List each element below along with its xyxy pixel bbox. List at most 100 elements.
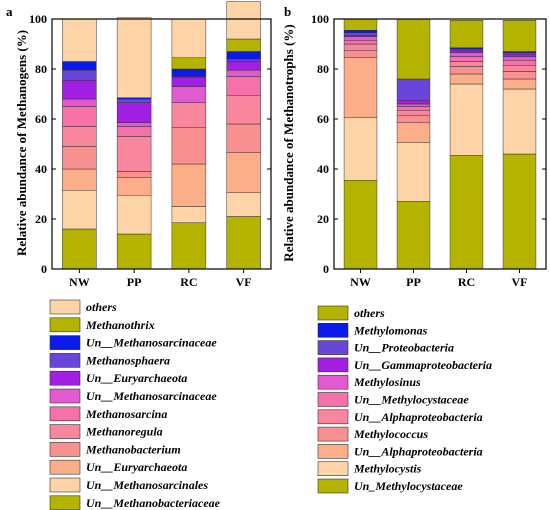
legend-label: Methylomonas xyxy=(353,323,428,337)
y-tick-label-80: 80 xyxy=(35,62,47,76)
legend-label: Un__Methanobacteriaceae xyxy=(86,496,221,510)
legend-label: Methanoregula xyxy=(85,425,163,439)
legend-label: Methanobacterium xyxy=(85,442,181,456)
legend-label: Un__Alphaproteobacteria xyxy=(354,410,483,424)
legend-label: Methylosinus xyxy=(353,375,421,389)
bar-segment-pp-4 xyxy=(116,136,152,172)
bar-segment-vf-3 xyxy=(502,71,537,80)
bar-segment-nw-2 xyxy=(62,168,97,191)
bar-segment-pp-1 xyxy=(396,142,431,202)
plot-frame xyxy=(333,18,547,270)
legend-swatch xyxy=(49,406,81,422)
bar-segment-vf-4 xyxy=(226,95,261,125)
bar-segment-vf-1 xyxy=(502,88,537,155)
y-tick-label-100: 100 xyxy=(29,12,47,26)
bar-segment-vf-2 xyxy=(226,152,261,193)
bar-segment-nw-0 xyxy=(343,180,378,270)
y-tick-label-20: 20 xyxy=(35,212,47,226)
bar-segment-pp-4 xyxy=(396,110,431,116)
legend-label: Un_Methylocystaceae xyxy=(354,479,463,493)
bar-segment-rc-2 xyxy=(171,163,207,207)
y-tick-label-60: 60 xyxy=(317,112,329,126)
bar-segment-nw-2 xyxy=(343,57,378,118)
bar-segment-vf-10 xyxy=(502,20,537,52)
legend-label: Un__Proteobacteria xyxy=(354,341,454,355)
bar-segment-nw-4 xyxy=(62,126,97,147)
bar-segment-pp-3 xyxy=(116,171,152,178)
legend-swatch xyxy=(317,357,349,373)
bar-segment-nw-0 xyxy=(62,228,97,270)
panel-a-letter: a xyxy=(6,4,13,19)
x-tick-label-pp: PP xyxy=(406,275,421,289)
legend-swatch xyxy=(317,392,349,407)
bar-segment-pp-2 xyxy=(396,122,431,143)
y-tick-label-0: 0 xyxy=(41,262,47,276)
y-tick-label-40: 40 xyxy=(317,162,329,176)
bar-segment-nw-5 xyxy=(343,40,378,45)
bar-segment-nw-3 xyxy=(62,146,97,170)
legend-swatch xyxy=(317,409,349,425)
legend-swatch xyxy=(49,424,81,439)
panel-b-ylabel: Relative abundance of Methanotrophs (%) xyxy=(281,24,296,261)
legend-label: Methanosarcina xyxy=(85,407,167,421)
legend-swatch xyxy=(49,388,81,404)
legend-label: Un__Alphaproteobacteria xyxy=(354,444,483,458)
y-tick-label-100: 100 xyxy=(311,12,329,26)
bar-segment-nw-1 xyxy=(343,117,378,181)
bar-segment-rc-0 xyxy=(171,222,207,270)
legend-swatch xyxy=(317,478,349,494)
legend-label: Methanosphaera xyxy=(85,353,170,367)
x-tick-label-pp: PP xyxy=(127,275,142,289)
bar-segment-rc-0 xyxy=(449,155,484,270)
bar-segment-vf-5 xyxy=(502,60,537,66)
x-tick-label-vf: VF xyxy=(512,275,528,289)
legend-swatch xyxy=(49,442,81,457)
bar-segment-rc-6 xyxy=(449,52,484,57)
panel-a: a Relative abundance of Methanogens (%) … xyxy=(6,1,272,289)
legend-label: others xyxy=(354,306,385,320)
bar-segment-nw-10 xyxy=(343,18,378,31)
y-tick-label-20: 20 xyxy=(317,212,329,226)
bar-segment-nw-5 xyxy=(62,106,97,127)
y-tick-label-80: 80 xyxy=(317,62,329,76)
bar-segment-pp-0 xyxy=(116,233,152,270)
legend-label: Methylococcus xyxy=(353,427,428,441)
bar-segment-pp-3 xyxy=(396,115,431,123)
legend-b: others Methylomonas Un__Proteobacteria Un__… xyxy=(317,305,492,494)
bar-segment-pp-7 xyxy=(116,102,152,123)
bar-segment-nw-3 xyxy=(343,50,378,58)
legend-label: Un__Methanosarcinaceae xyxy=(86,336,217,350)
bar-segment-nw-6 xyxy=(62,98,97,107)
legend-swatch xyxy=(317,340,349,355)
bar-segment-vf-0 xyxy=(226,216,261,270)
bar-segment-vf-11 xyxy=(226,1,261,40)
legend-swatch xyxy=(317,374,349,390)
panel-b-plot: NW PP RC VF 0 20 40 60 80 100 xyxy=(311,12,547,289)
bar-segment-rc-2 xyxy=(449,73,484,85)
plot-frame xyxy=(51,18,272,270)
bar-segment-vf-7 xyxy=(226,61,261,71)
bar-segment-pp-6 xyxy=(396,103,431,107)
x-tick-label-rc: RC xyxy=(180,275,197,289)
legend-label: Methanothrix xyxy=(85,318,155,332)
bar-segment-nw-1 xyxy=(62,190,97,230)
bar-segment-pp-6 xyxy=(116,122,152,127)
bar-segment-nw-4 xyxy=(343,43,378,51)
legend-label: Un__Gammaproteobacteria xyxy=(354,358,492,372)
bar-segment-vf-9 xyxy=(226,51,261,60)
bar-segment-pp-8 xyxy=(396,78,431,101)
bar-segment-rc-11 xyxy=(171,18,207,58)
bar-segment-nw-6 xyxy=(343,36,378,41)
bar-segment-rc-10 xyxy=(171,57,207,70)
legend-label: Un__Methylocystaceae xyxy=(354,393,469,407)
legend-swatch xyxy=(317,444,349,459)
bar-segment-vf-10 xyxy=(226,38,261,52)
legend-swatch xyxy=(49,459,81,475)
legend-swatch xyxy=(317,461,349,477)
bar-segment-rc-5 xyxy=(449,56,484,62)
bar-segment-rc-9 xyxy=(171,68,207,77)
bar-segment-vf-1 xyxy=(226,192,261,217)
x-tick-label-nw: NW xyxy=(350,275,371,289)
legend-swatch xyxy=(317,322,349,338)
bar-segment-vf-0 xyxy=(502,153,537,270)
